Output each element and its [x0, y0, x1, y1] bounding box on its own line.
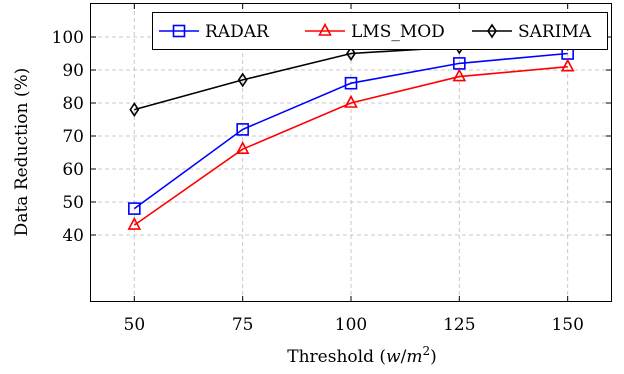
y-tick-label: 70 — [62, 127, 84, 147]
legend-label: LMS_MOD — [351, 22, 445, 42]
y-tick-label: 50 — [62, 193, 84, 213]
legend: RADAR LMS_MOD SARIMA — [152, 12, 608, 50]
y-tick-label: 90 — [62, 61, 84, 81]
data-point-radar — [128, 202, 141, 215]
y-tick-label: 80 — [62, 94, 84, 114]
legend-marker-icon — [172, 24, 186, 38]
data-point-sarima — [129, 102, 140, 118]
data-point-radar — [236, 123, 249, 136]
x-axis-title: Threshold (w/m2) — [287, 344, 436, 367]
y-tick-label: 40 — [62, 226, 84, 246]
y-tick-label: 60 — [62, 160, 84, 180]
series-line-lms-mod — [133, 65, 568, 226]
plot-frame — [90, 3, 612, 302]
legend-item-sarima: SARIMA — [472, 22, 592, 42]
data-point-lms-mod — [344, 94, 358, 108]
x-tick-label: 100 — [335, 315, 367, 335]
legend-item-radar: RADAR — [159, 22, 270, 42]
x-tick-label: 50 — [124, 315, 146, 335]
data-point-sarima — [346, 46, 356, 61]
data-point-sarima — [237, 72, 248, 88]
legend-marker-icon — [318, 22, 332, 36]
legend-item-lms-mod: LMS_MOD — [305, 22, 445, 42]
data-point-lms-mod — [452, 68, 467, 82]
x-tick-label: 75 — [232, 315, 254, 335]
legend-marker-icon — [487, 23, 497, 39]
legend-label: RADAR — [205, 22, 270, 42]
legend-box — [152, 12, 608, 50]
x-tick-label: 125 — [443, 315, 475, 335]
data-point-radar — [344, 76, 358, 90]
y-axis-title: Data Reduction (%) — [12, 68, 32, 237]
x-tick-label: 150 — [551, 315, 583, 335]
legend-label: SARIMA — [518, 22, 592, 42]
data-point-lms-mod — [560, 58, 575, 72]
data-point-lms-mod — [127, 216, 142, 230]
y-tick-label: 100 — [52, 28, 84, 48]
tick-labels: 50 75 100 125 150 40 50 60 70 80 90 100 — [52, 28, 584, 335]
series-line-radar — [133, 52, 568, 210]
axis-ticks — [91, 4, 611, 301]
data-point-lms-mod — [235, 140, 250, 154]
